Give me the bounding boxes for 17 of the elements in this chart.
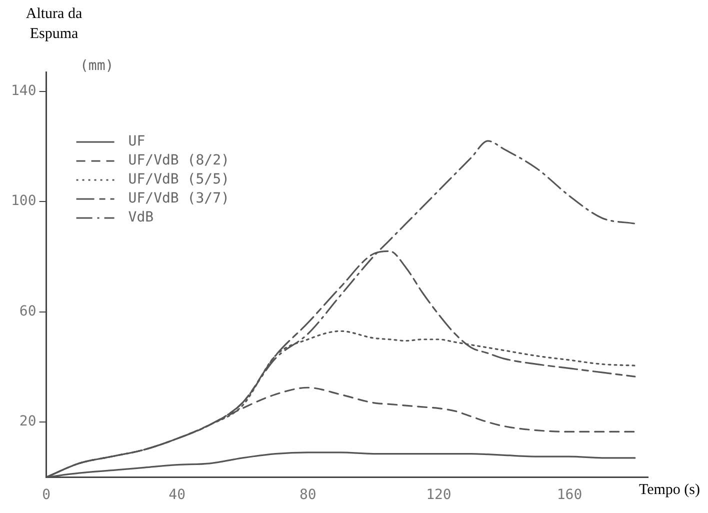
x-tick-label: 40 [168,487,186,504]
y-axis-title: Altura da Espuma [14,4,94,44]
y-tick-label: 100 [10,193,36,210]
annotation: (mm) [80,58,114,74]
x-tick-label: 0 [42,487,51,504]
x-tick-label: 120 [426,487,452,504]
legend-label: UF/VdB (5/5) [128,172,230,188]
legend-label: UF/VdB (8/2) [128,152,230,169]
legend-label: UF [128,134,146,150]
x-axis-title: Tempo (s) [638,482,700,499]
x-tick-label: 160 [556,487,582,504]
legend-label: UF/VdB (3/7) [128,190,230,207]
y-tick-label: 60 [19,303,36,320]
legend-label: VdB [128,210,154,226]
y-tick-label: 20 [19,414,36,430]
x-tick-label: 80 [299,487,316,504]
y-tick-label: 140 [10,82,36,99]
